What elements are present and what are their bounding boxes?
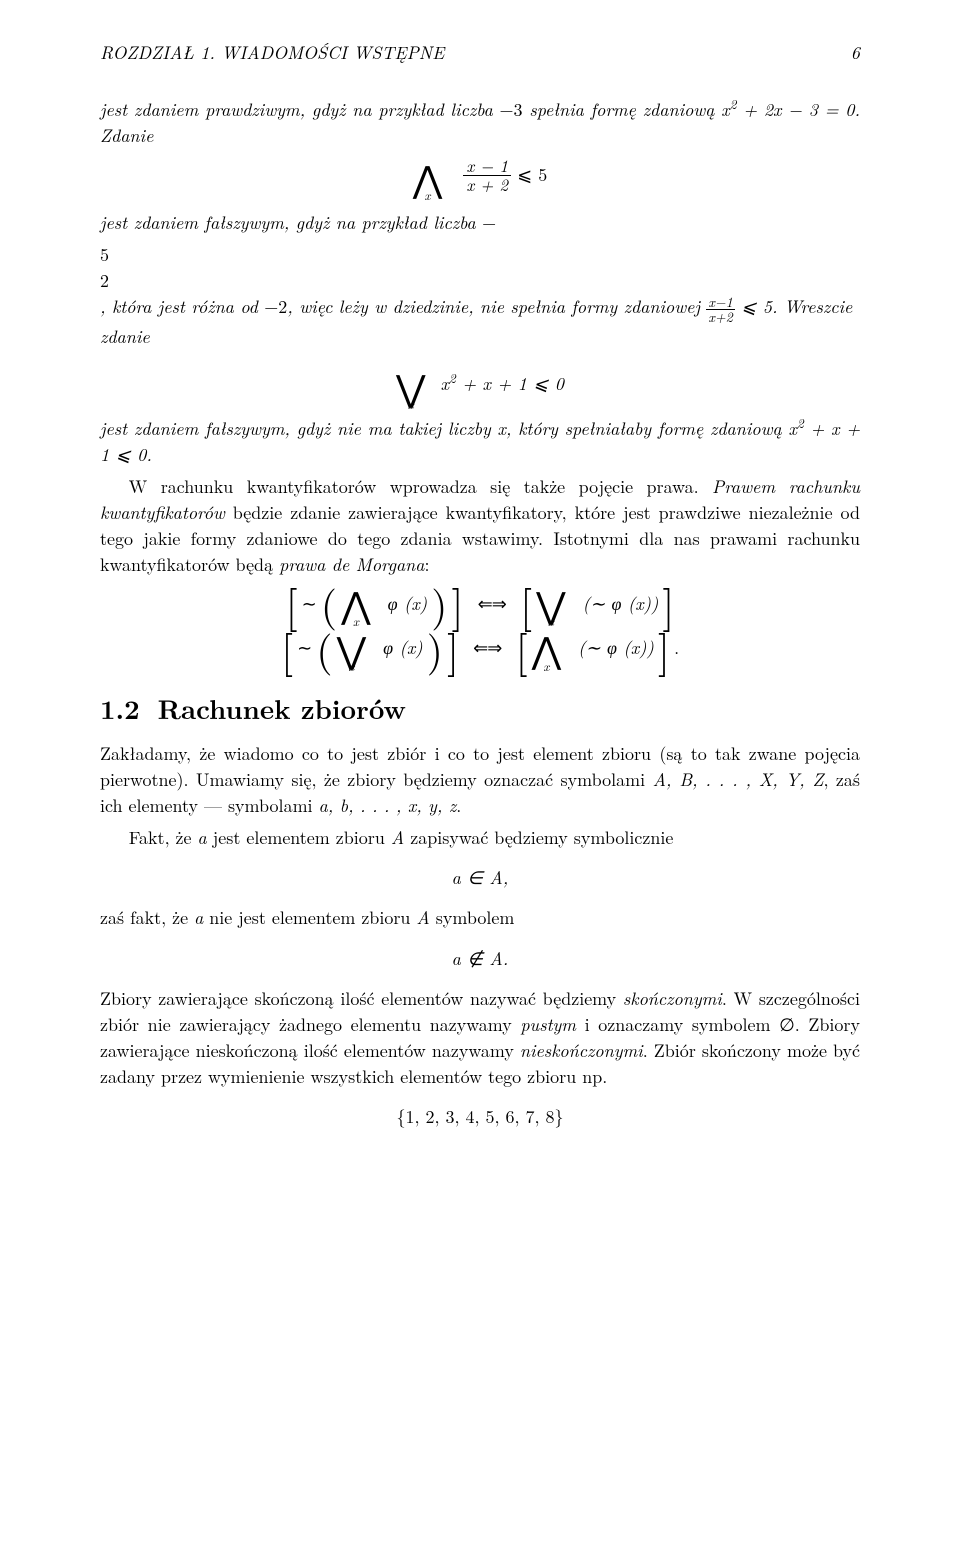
left-bracket-icon: [ <box>281 633 293 664</box>
formula-notin: a ∉ A. <box>100 946 860 972</box>
text: . <box>146 442 152 467</box>
exists-icon: ⋁x <box>337 636 367 661</box>
text: : <box>424 552 429 577</box>
period: . <box>674 635 679 661</box>
not-icon: ∼ <box>297 635 312 661</box>
inline-formula: x2 + 2x − 3 = 0 <box>721 97 854 122</box>
paragraph-7: zaś fakt, że a nie jest elementem zbioru… <box>100 905 860 931</box>
text: zaś fakt, że <box>100 905 194 930</box>
right-paren-icon: ) <box>427 634 443 663</box>
iff-icon: ⇐⇒ <box>473 635 501 661</box>
text: nie jest elementem zbioru <box>203 905 416 930</box>
section-number: 1.2 <box>100 688 140 727</box>
fraction: x−1x+2 <box>706 295 734 324</box>
text: Fakt, że <box>129 825 198 850</box>
demorgan-2: [ ∼ ( ⋁x φ (x) ) ] ⇐⇒ [ ⋀x (∼ φ (x)) ] . <box>100 633 860 664</box>
left-paren-icon: ( <box>316 634 332 663</box>
forall-icon: ⋀x <box>532 636 562 661</box>
forall-icon: ⋀x <box>341 591 371 616</box>
left-paren-icon: ( <box>321 589 337 618</box>
text: Zbiory zawierające skończoną ilość eleme… <box>100 986 623 1011</box>
left-bracket-icon: [ <box>520 588 532 619</box>
number: −3 <box>500 97 523 122</box>
section-heading: 1.2 Rachunek zbiorów <box>100 688 860 727</box>
not-icon: ∼ <box>302 591 317 617</box>
fraction: x − 1 x + 2 <box>463 157 511 194</box>
var: A <box>416 905 429 930</box>
set-symbols: A, B, . . . , X, Y, Z <box>653 767 824 792</box>
var: A <box>391 825 404 850</box>
phi: φ (x) <box>388 591 427 617</box>
paragraph-1: jest zdaniem prawdziwym, gdyż na przykła… <box>100 94 860 149</box>
page-header: ROZDZIAŁ 1. WIADOMOŚCI WSTĘPNE 6 <box>100 40 860 66</box>
text: jest zdaniem prawdziwym, gdyż na przykła… <box>100 97 500 122</box>
neg-phi: (∼ φ (x)) <box>578 635 654 661</box>
page-number: 6 <box>851 40 860 66</box>
right-bracket-icon: ] <box>451 588 463 619</box>
var: a <box>194 905 203 930</box>
var: x <box>497 416 505 441</box>
section-title: Rachunek zbiorów <box>158 688 406 727</box>
term: prawa de Morgana <box>279 552 424 577</box>
text: . <box>456 793 461 818</box>
iff-icon: ⇐⇒ <box>478 591 506 617</box>
minus: − <box>482 210 496 235</box>
phi: φ (x) <box>383 635 422 661</box>
term: nieskończonymi <box>520 1038 643 1063</box>
set-example: {1, 2, 3, 4, 5, 6, 7, 8} <box>100 1104 860 1130</box>
text: , która jest różna od <box>100 294 264 319</box>
left-bracket-icon: [ <box>515 633 527 664</box>
right-bracket-icon: ] <box>658 633 670 664</box>
right-bracket-icon: ] <box>662 588 674 619</box>
paragraph-3: jest zdaniem fałszywym, gdyż nie ma taki… <box>100 413 860 468</box>
chapter-title: ROZDZIAŁ 1. WIADOMOŚCI WSTĘPNE <box>100 40 444 66</box>
text: W rachunku kwantyfikatorów wprowadza się… <box>129 474 712 499</box>
forall-icon: ⋀x <box>413 165 443 190</box>
paragraph-6: Fakt, że a jest elementem zbioru A zapis… <box>100 825 860 851</box>
text: , który spełniałaby formę zdaniową <box>506 416 789 441</box>
text: spełnia formę zdaniową <box>523 97 722 122</box>
right-paren-icon: ) <box>431 589 447 618</box>
elem-symbols: a, b, . . . , x, y, z <box>319 793 457 818</box>
denominator: x + 2 <box>463 176 511 194</box>
num: −2 <box>264 294 287 319</box>
formula-in: a ∈ A, <box>100 865 860 891</box>
var: a <box>198 825 207 850</box>
left-bracket-icon: [ <box>285 588 297 619</box>
text: zapisywać będziemy symbolicznie <box>404 825 673 850</box>
term: skończonymi <box>623 986 722 1011</box>
rhs: ⩽ 5 <box>517 163 547 188</box>
text: jest elementem zbioru <box>207 825 391 850</box>
text: jest zdaniem fałszywym, gdyż na przykład… <box>100 210 482 235</box>
formula-2: ⋁x x2 + x + 1 ⩽ 0 <box>100 368 860 399</box>
right-bracket-icon: ] <box>447 633 459 664</box>
text: , więc leży w dziedzinie, nie spełnia fo… <box>287 294 706 319</box>
neg-phi: (∼ φ (x)) <box>583 591 659 617</box>
text: jest zdaniem fałszywym, gdyż nie ma taki… <box>100 416 497 441</box>
exists-icon: ⋁x <box>536 591 566 616</box>
formula-1: ⋀x x − 1 x + 2 ⩽ 5 <box>100 159 860 196</box>
text: symbolem <box>430 905 515 930</box>
formula-body: x2 + x + 1 ⩽ 0 <box>441 371 564 396</box>
paragraph-2: jest zdaniem fałszywym, gdyż na przykład… <box>100 210 860 236</box>
demorgan-1: [ ∼ ( ⋀x φ (x) ) ] ⇐⇒ [ ⋁x (∼ φ (x)) ] <box>100 588 860 619</box>
term: pustym <box>520 1012 576 1037</box>
paragraph-5: Zakładamy, że wiadomo co to jest zbiór i… <box>100 741 860 819</box>
exists-icon: ⋁x <box>396 374 426 399</box>
paragraph-4: W rachunku kwantyfikatorów wprowadza się… <box>100 474 860 578</box>
paragraph-8: Zbiory zawierające skończoną ilość eleme… <box>100 986 860 1090</box>
